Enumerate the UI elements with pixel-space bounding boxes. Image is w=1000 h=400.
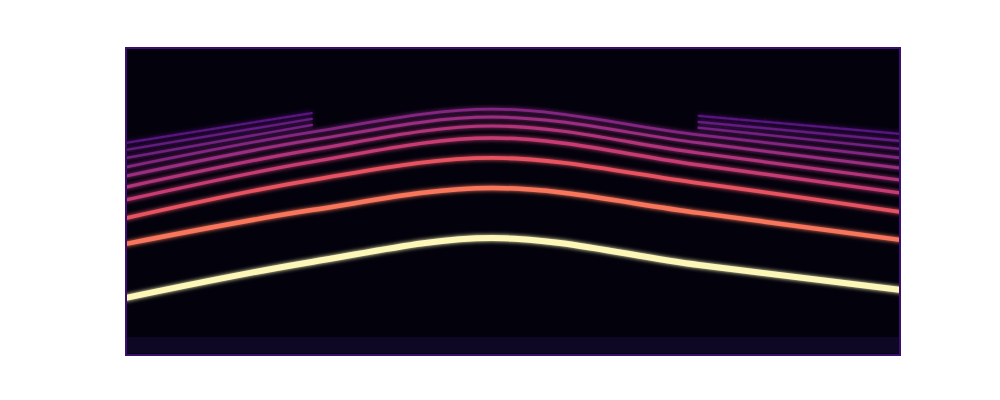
harmonic-line bbox=[126, 117, 900, 176]
noise-band bbox=[126, 337, 900, 353]
harmonic-line bbox=[126, 109, 900, 167]
harmonic-line bbox=[126, 158, 900, 218]
harmonic-line bbox=[126, 238, 900, 298]
plot-background bbox=[126, 48, 900, 355]
harmonic-line bbox=[126, 126, 900, 187]
chart bbox=[0, 0, 1000, 400]
series-group bbox=[126, 109, 900, 298]
harmonic-line bbox=[126, 138, 900, 200]
harmonic-line bbox=[126, 113, 900, 143]
plot-frame bbox=[126, 48, 900, 355]
plot bbox=[126, 48, 900, 355]
